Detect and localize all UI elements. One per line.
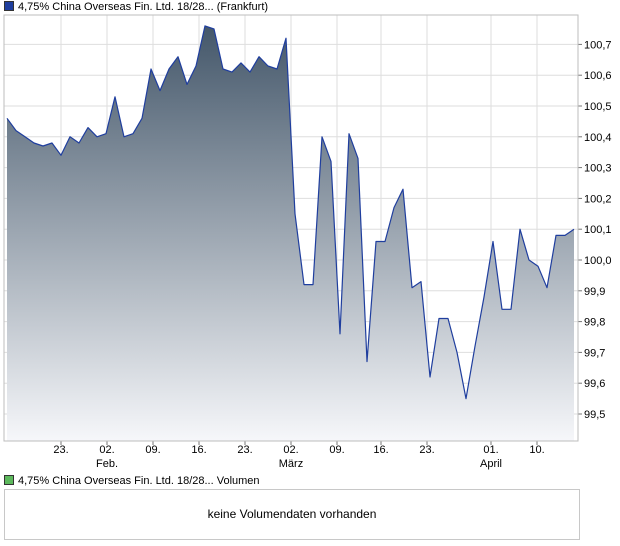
plot-frame bbox=[3, 14, 579, 442]
price-area bbox=[7, 25, 574, 442]
x-tick-label: 16. bbox=[373, 444, 388, 456]
y-tick-label: 99,5 bbox=[584, 409, 605, 421]
x-tick-label: 23. bbox=[419, 444, 434, 456]
x-tick-label: 02. bbox=[283, 444, 298, 456]
x-tick-label: 23. bbox=[237, 444, 252, 456]
x-tick-label: 09. bbox=[145, 444, 160, 456]
y-tick-label: 100,4 bbox=[584, 132, 612, 144]
price-line bbox=[6, 25, 575, 400]
y-tick-label: 100,2 bbox=[584, 193, 612, 205]
price-legend: 4,75% China Overseas Fin. Ltd. 18/28... … bbox=[4, 0, 268, 14]
y-tick-label: 100,6 bbox=[584, 70, 612, 82]
y-tick-label: 100,5 bbox=[584, 101, 612, 113]
y-tick-label: 99,7 bbox=[584, 347, 605, 359]
y-tick-label: 99,9 bbox=[584, 286, 605, 298]
x-tick-label: 01. bbox=[483, 444, 498, 456]
price-legend-swatch bbox=[4, 1, 14, 11]
x-tick-label: 02. bbox=[99, 444, 114, 456]
y-tick-label: 100,3 bbox=[584, 163, 612, 175]
x-tick-label: 16. bbox=[191, 444, 206, 456]
x-month-label: April bbox=[480, 458, 502, 470]
x-tick-label: 23. bbox=[53, 444, 68, 456]
price-legend-label: 4,75% China Overseas Fin. Ltd. 18/28... … bbox=[18, 1, 269, 13]
x-tick-label: 10. bbox=[529, 444, 544, 456]
volume-legend-swatch bbox=[4, 475, 14, 485]
y-tick-label: 99,8 bbox=[584, 317, 605, 329]
volume-empty-message: keine Volumendaten vorhanden bbox=[207, 507, 377, 521]
y-tick-label: 99,6 bbox=[584, 378, 605, 390]
volume-panel: keine Volumendaten vorhanden bbox=[4, 489, 580, 540]
price-chart: 99,5 99,6 99,7 99,8 99,9 100,0 100,1 100,2 100,3… bbox=[3, 14, 612, 470]
x-month-label: März bbox=[279, 458, 303, 470]
y-tick-label: 100,1 bbox=[584, 224, 612, 236]
x-month-label: Feb. bbox=[96, 458, 118, 470]
y-tick-label: 100,7 bbox=[584, 39, 612, 51]
volume-legend: 4,75% China Overseas Fin. Ltd. 18/28... … bbox=[4, 474, 260, 488]
y-tick-label: 100,0 bbox=[584, 255, 612, 267]
volume-legend-label: 4,75% China Overseas Fin. Ltd. 18/28... … bbox=[18, 475, 260, 487]
x-tick-label: 09. bbox=[329, 444, 344, 456]
